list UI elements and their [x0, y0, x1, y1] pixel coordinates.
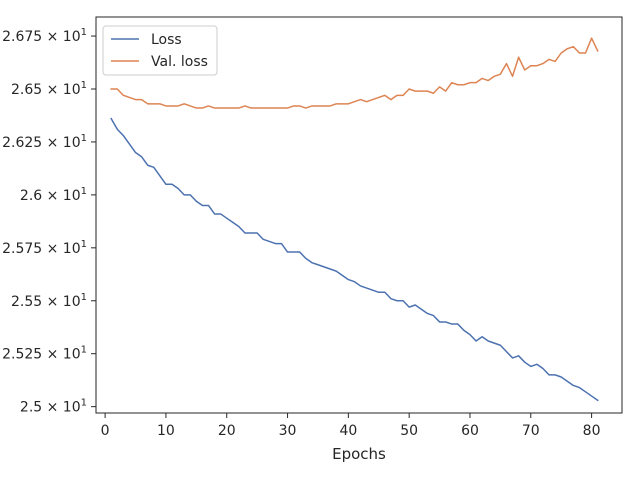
legend: Loss Val. loss: [102, 25, 218, 76]
y-tick-label: 2.6 × 101: [20, 186, 87, 204]
legend-label-0: Loss: [151, 32, 182, 48]
x-axis-label: Epochs: [332, 445, 386, 463]
series-layer: [110, 37, 599, 402]
y-tick-label: 2.55 × 101: [11, 292, 87, 310]
x-tick-label: 40: [339, 423, 357, 439]
legend-label-1: Val. loss: [151, 54, 208, 70]
series-line-0: [110, 117, 599, 402]
x-tick-label: 10: [157, 423, 175, 439]
y-tick-label: 2.675 × 101: [2, 27, 87, 45]
axes-layer: 0 10 20 30 40 50 60 70 80 2.5 × 101 2.525 × 101 2.5…: [2, 16, 623, 439]
x-tick-label: 70: [522, 423, 540, 439]
y-tick-label: 2.65 × 101: [11, 80, 87, 98]
x-tick-label: 30: [279, 423, 297, 439]
series-line-1: [110, 37, 599, 109]
x-tick-label: 50: [400, 423, 418, 439]
x-tick-label: 60: [461, 423, 479, 439]
y-tick-label: 2.575 × 101: [2, 239, 87, 257]
y-tick-label: 2.625 × 101: [2, 133, 87, 151]
y-tick-label: 2.5 × 101: [20, 398, 87, 416]
plot-frame: [95, 16, 623, 414]
x-tick-label: 20: [218, 423, 236, 439]
y-tick-label: 2.525 × 101: [2, 345, 87, 363]
x-tick-label: 0: [101, 423, 110, 439]
x-tick-label: 80: [583, 423, 601, 439]
